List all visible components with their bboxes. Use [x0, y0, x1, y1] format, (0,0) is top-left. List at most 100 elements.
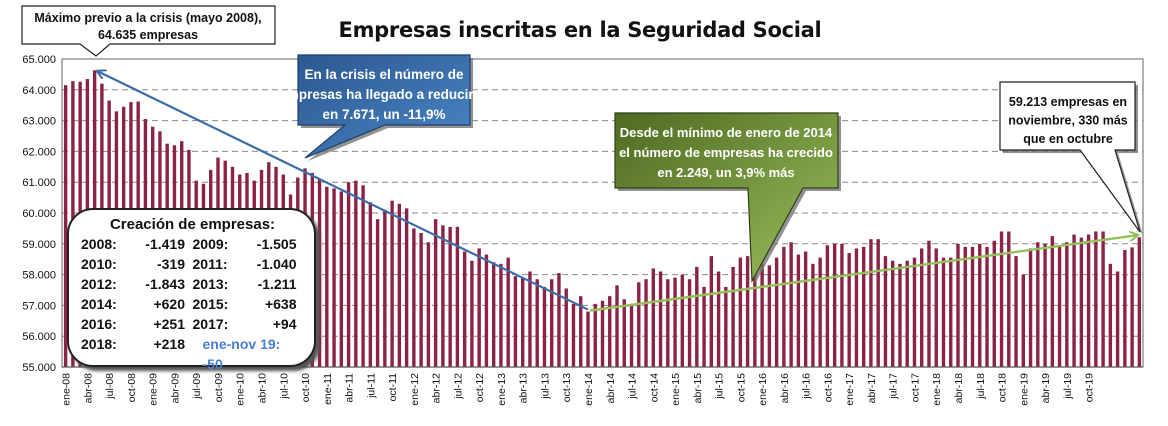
bar: [520, 277, 525, 367]
bar: [535, 279, 539, 367]
bar: [1036, 242, 1040, 367]
bar: [1101, 231, 1105, 367]
summary-year: 2013:: [192, 276, 229, 292]
bar: [760, 263, 764, 367]
recovery-callout-shape: [614, 112, 839, 284]
crisis-callout-text: empresas ha llegado a reducirse: [279, 87, 489, 102]
bar: [818, 257, 822, 367]
bar: [462, 251, 467, 367]
bar: [470, 260, 474, 367]
bar: [774, 257, 779, 367]
bar: [934, 248, 938, 367]
bar: [861, 246, 866, 367]
bar: [898, 263, 902, 367]
bar: [1130, 247, 1134, 367]
bar: [941, 257, 946, 367]
bar: [825, 245, 830, 367]
x-tick-label: abr-13: [518, 373, 530, 404]
bar: [1014, 256, 1018, 367]
x-tick-label: oct-13: [561, 373, 573, 402]
summary-row: 2010: -319 2011: -1.040: [81, 254, 304, 274]
bar: [789, 242, 793, 367]
summary-cell: 2014: +620: [81, 294, 193, 314]
summary-year: 2016:: [81, 316, 117, 332]
latest-callout-text: 59.213 empresas en: [1009, 95, 1127, 109]
x-tick-label: ene-18: [931, 373, 943, 406]
bar: [571, 303, 576, 367]
bar: [579, 296, 583, 367]
bar: [956, 243, 960, 367]
bar: [745, 256, 750, 367]
bar: [608, 296, 612, 367]
callouts: Máximo previo a la crisis (mayo 2008), 64…: [21, 5, 1143, 284]
summary-row: 2014: +620 2015: +638: [81, 294, 304, 314]
summary-value: +251: [153, 316, 185, 332]
summary-year: 2011:: [192, 256, 228, 272]
x-tick-label: abr-12: [431, 373, 443, 404]
bar: [513, 276, 518, 367]
x-tick-label: ene-14: [583, 373, 595, 406]
max-callout-text: Máximo previo a la crisis (mayo 2008),: [34, 11, 261, 25]
recovery-callout-text: el número de empresas ha crecido: [619, 145, 833, 160]
crisis-arrow: [98, 71, 589, 311]
bar: [1057, 246, 1062, 367]
bar: [332, 188, 336, 367]
summary-rows: 2008: -1.419 2009: -1.505 2010: -319 2011: -1.0…: [81, 234, 304, 334]
y-tick-label: 62.000: [22, 146, 56, 158]
bar: [803, 251, 808, 367]
x-tick-label: ene-13: [496, 373, 508, 406]
summary-title: Creación de empresas:: [109, 216, 276, 233]
summary-value: +94: [272, 316, 297, 332]
bar: [1079, 237, 1084, 367]
y-tick-label: 61.000: [22, 177, 56, 189]
x-tick-label: abr-10: [257, 373, 269, 404]
bar: [811, 263, 815, 367]
y-tick-label: 56.000: [22, 331, 56, 343]
bar: [1065, 242, 1069, 367]
bar: [586, 311, 590, 367]
summary-cell: 2011: -1.040: [193, 254, 305, 274]
bar: [854, 248, 859, 367]
x-tick-label: ene-15: [670, 373, 682, 406]
bar: [1086, 234, 1091, 367]
bar: [397, 203, 402, 367]
plot-frame: [61, 58, 1144, 368]
bar: [412, 228, 416, 367]
recovery-arrow: [589, 235, 1137, 312]
bar: [506, 257, 510, 367]
bar: [767, 265, 772, 367]
x-tick-label: oct-18: [997, 373, 1009, 402]
x-tick-label: abr-09: [169, 373, 181, 404]
max-callout-shape: [21, 5, 276, 57]
latest-callout-text: noviembre, 330 más: [1008, 114, 1128, 128]
y-tick-label: 55.000: [22, 362, 56, 374]
crisis-callout-text: En la crisis el número de: [304, 67, 464, 82]
bar: [484, 254, 489, 367]
bar: [1137, 237, 1142, 367]
bar: [1007, 231, 1011, 367]
bar: [687, 279, 692, 367]
summary-row: 2008: -1.419 2009: -1.505: [81, 234, 304, 254]
x-tick-label: abr-15: [692, 373, 704, 404]
bar: [992, 240, 996, 367]
bar: [375, 219, 380, 367]
crisis-callout-shape: [297, 54, 471, 159]
x-tick-label: jul-19: [1062, 373, 1074, 400]
bar: [724, 286, 728, 367]
bar: [883, 256, 888, 367]
x-tick-label: ene-16: [757, 373, 769, 406]
summary-year: 2009:: [192, 236, 229, 252]
bar: [731, 266, 735, 367]
summary-value: +638: [264, 296, 297, 312]
bar: [593, 303, 597, 367]
bar: [325, 186, 329, 367]
recovery-callout-text: Desde el mínimo de enero de 2014: [620, 125, 833, 140]
bar: [905, 260, 909, 367]
summary-cell: 2017: +94: [193, 314, 305, 334]
x-tick-label: oct-16: [822, 373, 834, 402]
y-tick-label: 58.000: [22, 270, 56, 282]
max-callout-text: 64.635 empresas: [98, 28, 198, 42]
bar: [629, 303, 634, 367]
summary-row: 2016: +251 2017: +94: [81, 314, 304, 334]
bar: [673, 277, 677, 367]
